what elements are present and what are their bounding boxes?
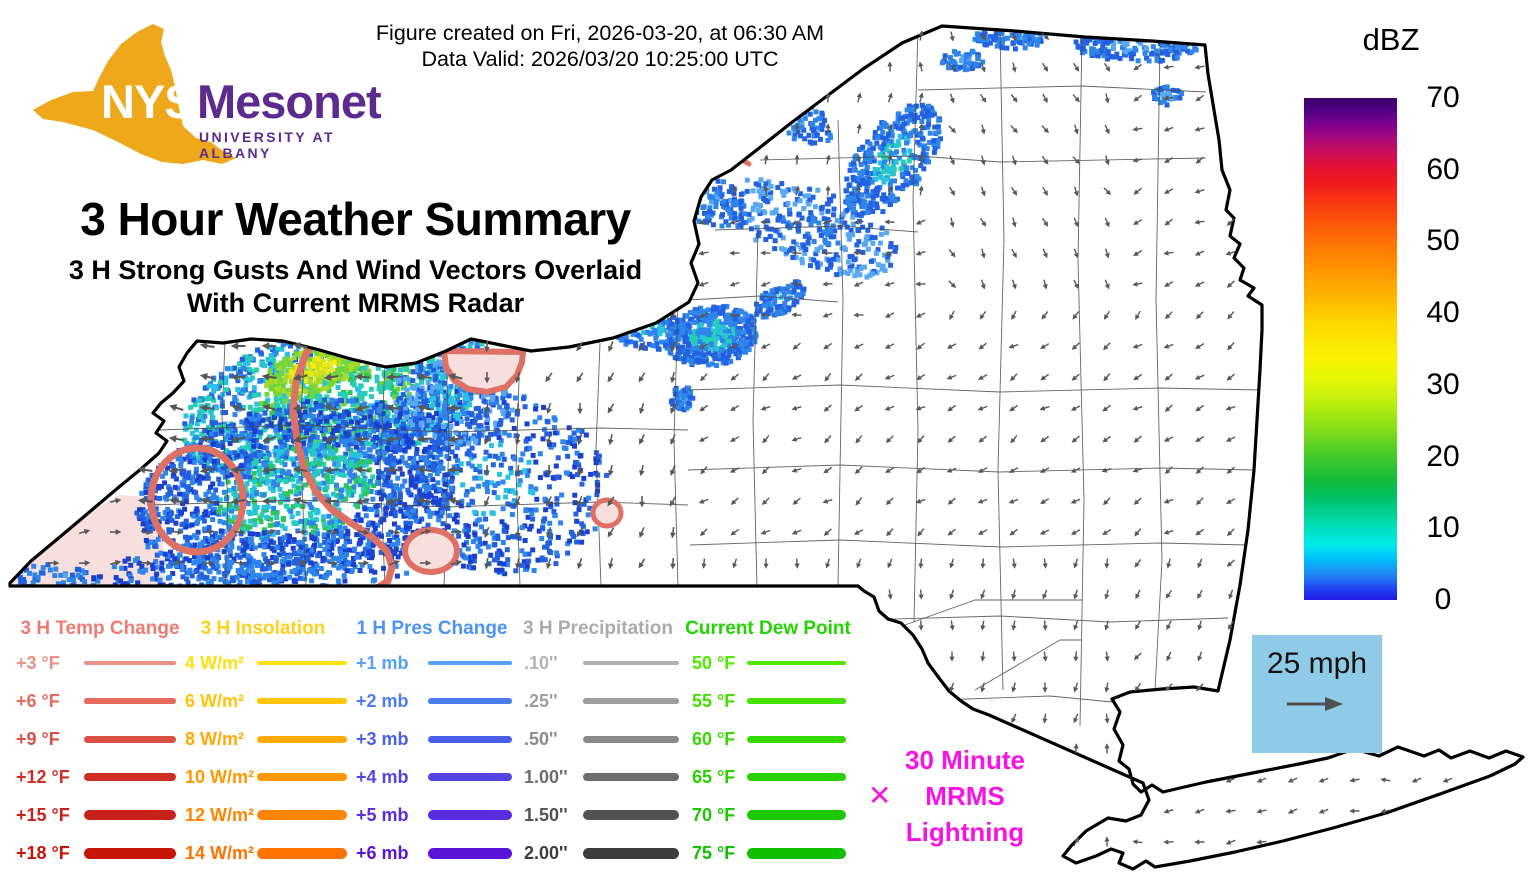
legend-row-line xyxy=(84,661,176,665)
legend-row-line xyxy=(257,661,347,665)
legend-row-line xyxy=(428,810,512,820)
legend-row-label: +3 mb xyxy=(356,729,409,749)
legend-row-line xyxy=(84,847,176,859)
legend-row-label: .50'' xyxy=(524,729,558,749)
legend-row-label: +6 mb xyxy=(356,843,409,863)
legend-row-line xyxy=(428,772,512,782)
legend-row-line xyxy=(583,847,679,859)
colorbar-tick-10: 10 xyxy=(1426,511,1460,545)
legend-row-label: 6 W/m² xyxy=(185,691,245,711)
nys-mesonet-logo: NYS Mesonet UNIVERSITY AT ALBANY xyxy=(25,14,382,169)
legend-row-line xyxy=(747,810,846,820)
lightning-legend-line3: Lightning xyxy=(905,817,1025,847)
dbz-colorbar xyxy=(1304,98,1397,600)
legend-row-label: 60 °F xyxy=(692,729,736,749)
legend-row-label: 75 °F xyxy=(692,843,736,863)
colorbar-tick-60: 60 xyxy=(1426,152,1460,186)
legend-row-label: +15 °F xyxy=(16,805,70,825)
legend-row-label: +4 mb xyxy=(356,767,409,787)
lightning-legend-line2: MRMS xyxy=(925,781,1005,811)
legend-row-line xyxy=(583,661,679,665)
legend-row-label: 50 °F xyxy=(692,653,736,673)
legend-row-label: 12 W/m² xyxy=(185,805,255,825)
legend-row-label: 10 W/m² xyxy=(185,767,255,787)
lightning-legend-line1: 30 Minute xyxy=(905,745,1025,775)
colorbar-tick-70: 70 xyxy=(1426,81,1460,114)
legend-row-label: +9 °F xyxy=(16,729,60,749)
wind-reference-box: 25 mph xyxy=(1252,635,1382,753)
legend-row-label: +12 °F xyxy=(16,767,70,787)
legend-column-title-0: 3 H Temp Change xyxy=(20,618,180,639)
legend-row-line xyxy=(747,772,846,782)
legend-column-title-3: 3 H Precipitation xyxy=(523,618,673,639)
legend-row-line xyxy=(428,735,512,743)
legend-row-line xyxy=(257,772,347,782)
figure-created-text: Figure created on Fri, 2026-03-20, at 06… xyxy=(375,21,825,45)
legend-row-label: +1 mb xyxy=(356,653,409,673)
data-valid-text: Data Valid: 2026/03/20 10:25:00 UTC xyxy=(421,47,779,71)
legend-row-line xyxy=(428,698,512,704)
colorbar-tick-20: 20 xyxy=(1426,439,1460,473)
legend-row-label: +5 mb xyxy=(356,805,409,825)
logo-tagline: UNIVERSITY AT ALBANY xyxy=(199,129,335,161)
legend-row-label: +2 mb xyxy=(356,691,409,711)
legend-row-line xyxy=(257,698,347,704)
wind-reference-label: 25 mph xyxy=(1266,647,1368,680)
colorbar-tick-0: 0 xyxy=(1434,583,1452,616)
legend-row-line xyxy=(257,810,347,820)
subtitle-line-1: 3 H Strong Gusts And Wind Vectors Overla… xyxy=(68,255,643,285)
logo-nys-text: NYS xyxy=(101,75,196,128)
legend-row-line xyxy=(84,735,176,743)
legend-row-label: 8 W/m² xyxy=(185,729,245,749)
legend-row-label: .25'' xyxy=(524,691,558,711)
legend-row-label: 1.00'' xyxy=(524,767,568,787)
page-title: 3 Hour Weather Summary xyxy=(80,193,631,245)
colorbar-tick-30: 30 xyxy=(1426,367,1460,401)
colorbar-title: dBZ xyxy=(1362,22,1420,57)
lightning-x-icon: ✕ xyxy=(868,780,892,811)
legend-row-label: 14 W/m² xyxy=(185,843,255,863)
lightning-legend: 30 Minute ✕ MRMS Lightning xyxy=(862,742,1068,850)
subtitle-line-2: With Current MRMS Radar xyxy=(186,288,525,318)
legend-row-label: 2.00'' xyxy=(524,843,568,863)
legend-row-line xyxy=(84,772,176,782)
legend-row-line xyxy=(257,847,347,859)
legend-row-label: .10'' xyxy=(524,653,558,673)
legend-row-line xyxy=(583,772,679,782)
legend-row-line xyxy=(747,735,846,743)
legend-row-line xyxy=(84,810,176,820)
legend-row-line xyxy=(428,847,512,859)
legend-row-line xyxy=(747,847,846,859)
legend-row-label: 4 W/m² xyxy=(185,653,245,673)
colorbar-tick-labels: 70 60 50 40 30 20 10 0 xyxy=(1408,82,1478,616)
ny-state-icon xyxy=(33,24,236,164)
colorbar-tick-50: 50 xyxy=(1426,224,1460,258)
legend-row-label: 1.50'' xyxy=(524,805,568,825)
legend-row-label: 55 °F xyxy=(692,691,736,711)
legend-row-label: +6 °F xyxy=(16,691,60,711)
legend-column-title-1: 3 H Insolation xyxy=(200,618,326,639)
legend-column-title-2: 1 H Pres Change xyxy=(356,618,508,639)
legend-row-line xyxy=(84,698,176,704)
legend-row-line xyxy=(428,661,512,665)
legend-row-label: 70 °F xyxy=(692,805,736,825)
legend-row-line xyxy=(747,661,846,665)
legend-row-label: +3 °F xyxy=(16,653,60,673)
legend-row-line xyxy=(583,735,679,743)
wind-reference-arrow-icon xyxy=(1287,697,1343,711)
title-block: 3 Hour Weather Summary 3 H Strong Gusts … xyxy=(28,192,683,319)
legend-row-label: 65 °F xyxy=(692,767,736,787)
legend-row-line xyxy=(583,810,679,820)
legend-row-label: +18 °F xyxy=(16,843,70,863)
legend-row-line xyxy=(747,698,846,704)
legend-row-line xyxy=(257,735,347,743)
legend-row-line xyxy=(583,698,679,704)
legend-column-title-4: Current Dew Point xyxy=(685,618,851,639)
figure-header: Figure created on Fri, 2026-03-20, at 06… xyxy=(310,20,890,72)
logo-mesonet-text: Mesonet xyxy=(197,75,382,128)
colorbar-tick-40: 40 xyxy=(1426,296,1460,330)
